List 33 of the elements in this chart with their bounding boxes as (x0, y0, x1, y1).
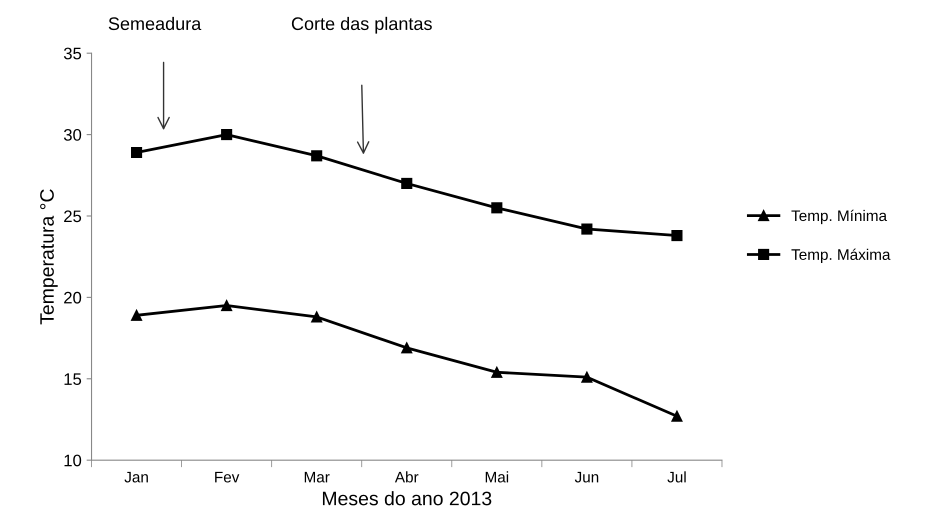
x-tick-label: Jun (574, 472, 598, 483)
point (491, 366, 502, 378)
x-tick-label: Jan (124, 472, 148, 483)
x-tick-label: Fev (215, 472, 240, 483)
x-tick-label: Jul (667, 471, 686, 483)
point (671, 230, 683, 242)
x-tick-label: Mai (486, 471, 508, 483)
point (311, 311, 322, 322)
text: Corte das plantas (292, 16, 432, 34)
point (401, 178, 412, 189)
legend-label: Temp. Mínima (791, 210, 888, 224)
point (311, 150, 322, 162)
y-tick-label: 35 (64, 48, 82, 60)
point (581, 223, 592, 235)
point (401, 342, 412, 354)
legend-label: Temp. Máxima (791, 248, 890, 263)
y-tick-label: 25 (64, 210, 82, 222)
x-axis-title: Meses do ano 2013 (322, 491, 492, 506)
y-tick-label: 20 (64, 292, 82, 304)
point (671, 410, 683, 422)
point (131, 310, 142, 321)
point (581, 372, 592, 383)
point (131, 146, 142, 158)
text: Semeadura (108, 16, 202, 30)
x-tick-label: Mar (304, 472, 330, 483)
y-tick-label: 15 (64, 373, 82, 385)
x-tick-label: Abr (394, 471, 418, 483)
point (221, 129, 232, 140)
point (491, 202, 502, 214)
point (221, 300, 232, 312)
y-tick-label: 10 (64, 454, 82, 466)
y-axis-title: Temperatura °C (40, 189, 58, 324)
y-tick-label: 30 (64, 128, 82, 141)
